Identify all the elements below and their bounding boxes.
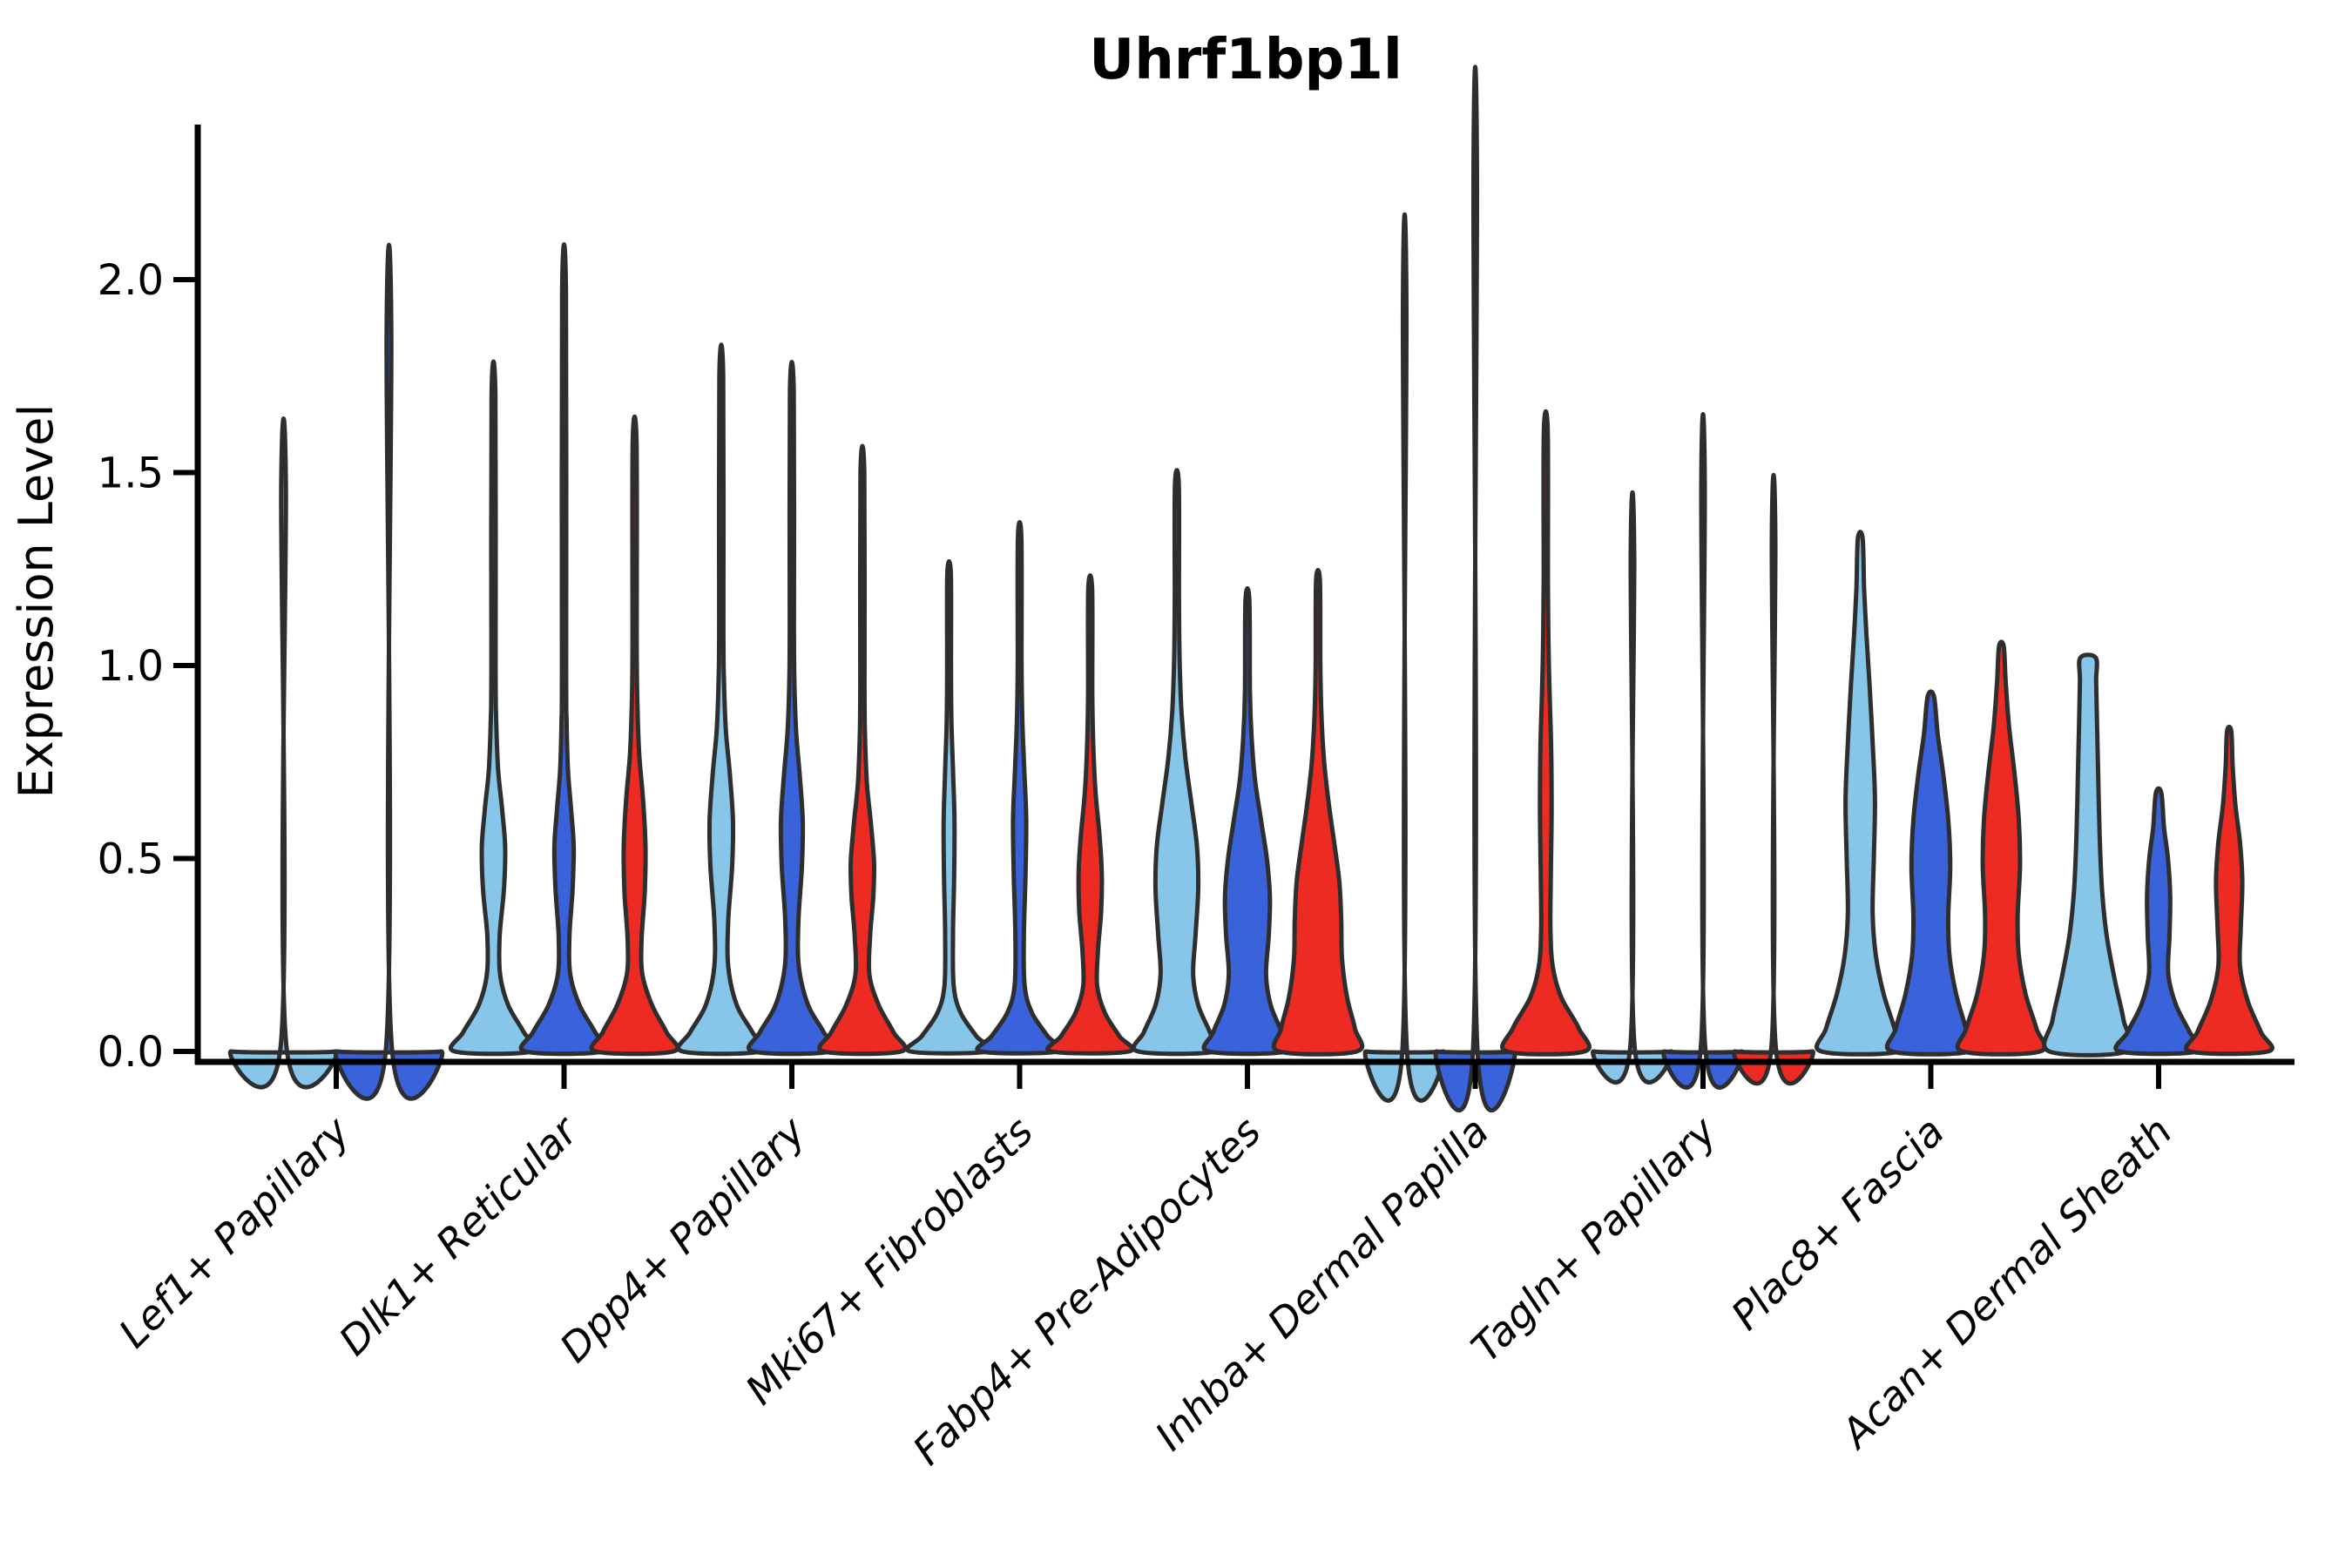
violin	[227, 416, 340, 1090]
violin	[1661, 412, 1745, 1090]
violin	[1815, 530, 1906, 1057]
violin	[1201, 585, 1294, 1057]
violin	[817, 443, 908, 1057]
x-tick-label: Dpp4+ Papillary	[551, 1107, 814, 1371]
y-ticks-layer: 0.0 0.5 1.0 1.5 2.0	[98, 256, 198, 1077]
y-tick-label: 0.0	[98, 1028, 164, 1077]
violin	[2113, 786, 2204, 1057]
y-tick-label: 2.0	[98, 256, 164, 305]
x-tick-label: Dlk1+ Reticular	[330, 1105, 589, 1364]
y-tick-label: 1.5	[98, 449, 164, 498]
violin	[975, 520, 1064, 1056]
violin	[448, 359, 539, 1057]
chart-title: Uhrf1bp1l	[1089, 28, 1402, 92]
violin	[1591, 490, 1674, 1085]
violin	[1045, 572, 1135, 1056]
violins-layer	[227, 64, 2274, 1112]
violin	[1500, 409, 1592, 1057]
violin	[676, 342, 767, 1057]
violin	[2184, 724, 2274, 1057]
violin	[1362, 213, 1447, 1103]
violin	[1732, 473, 1815, 1086]
violin	[746, 360, 838, 1057]
violin	[2042, 652, 2134, 1058]
x-tick-label: Plac8+ Fascia	[1722, 1108, 1953, 1339]
violin	[518, 242, 610, 1057]
violin	[333, 243, 445, 1101]
x-tick-label: Tagln+ Papillary	[1462, 1107, 1726, 1371]
violin	[1131, 468, 1223, 1057]
violin	[1955, 639, 2048, 1057]
violin	[1884, 689, 1977, 1057]
y-tick-label: 1.0	[98, 642, 164, 691]
violin	[1433, 64, 1517, 1112]
y-tick-label: 0.5	[98, 835, 164, 884]
x-tick-label: Lef1+ Papillary	[110, 1107, 359, 1356]
violin	[904, 558, 994, 1056]
violin	[589, 415, 680, 1057]
violin	[1271, 567, 1365, 1057]
y-axis-label: Expression Level	[9, 404, 64, 799]
